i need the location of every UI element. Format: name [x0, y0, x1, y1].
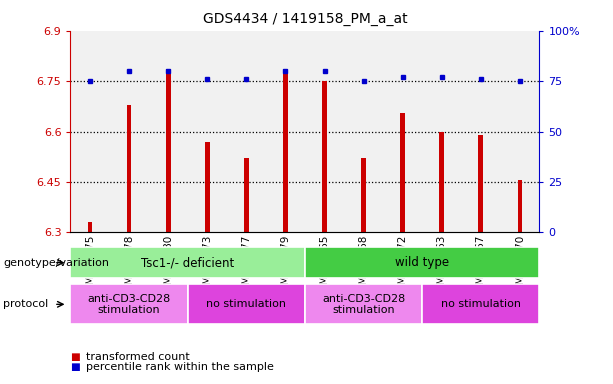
Bar	[110, 31, 149, 232]
Bar	[227, 31, 266, 232]
Bar	[188, 31, 227, 232]
Bar	[500, 31, 539, 232]
Bar	[361, 159, 366, 232]
Bar	[462, 31, 500, 232]
Bar	[166, 70, 170, 232]
Text: ■: ■	[70, 362, 80, 372]
Bar	[440, 132, 444, 232]
Text: percentile rank within the sample: percentile rank within the sample	[86, 362, 273, 372]
Bar	[70, 31, 110, 232]
Bar	[266, 31, 305, 232]
Text: no stimulation: no stimulation	[207, 299, 286, 310]
Text: no stimulation: no stimulation	[441, 299, 521, 310]
Text: anti-CD3-CD28
stimulation: anti-CD3-CD28 stimulation	[322, 293, 405, 315]
Bar	[149, 31, 188, 232]
Bar	[344, 31, 383, 232]
Bar	[322, 81, 327, 232]
Bar	[479, 135, 483, 232]
Bar	[305, 31, 344, 232]
Title: GDS4434 / 1419158_PM_a_at: GDS4434 / 1419158_PM_a_at	[203, 12, 407, 25]
Text: anti-CD3-CD28
stimulation: anti-CD3-CD28 stimulation	[88, 293, 171, 315]
Text: Tsc1-/- deficient: Tsc1-/- deficient	[141, 256, 234, 269]
Bar	[517, 180, 522, 232]
Text: transformed count: transformed count	[86, 352, 189, 362]
Bar	[88, 222, 93, 232]
Bar	[127, 105, 131, 232]
Text: ■: ■	[70, 352, 80, 362]
Bar	[283, 70, 287, 232]
Bar	[205, 142, 210, 232]
Text: wild type: wild type	[395, 256, 449, 269]
Bar	[422, 31, 462, 232]
Text: protocol: protocol	[3, 299, 48, 310]
Text: genotype/variation: genotype/variation	[3, 258, 109, 268]
Bar	[383, 31, 422, 232]
Bar	[244, 159, 249, 232]
Bar	[400, 113, 405, 232]
